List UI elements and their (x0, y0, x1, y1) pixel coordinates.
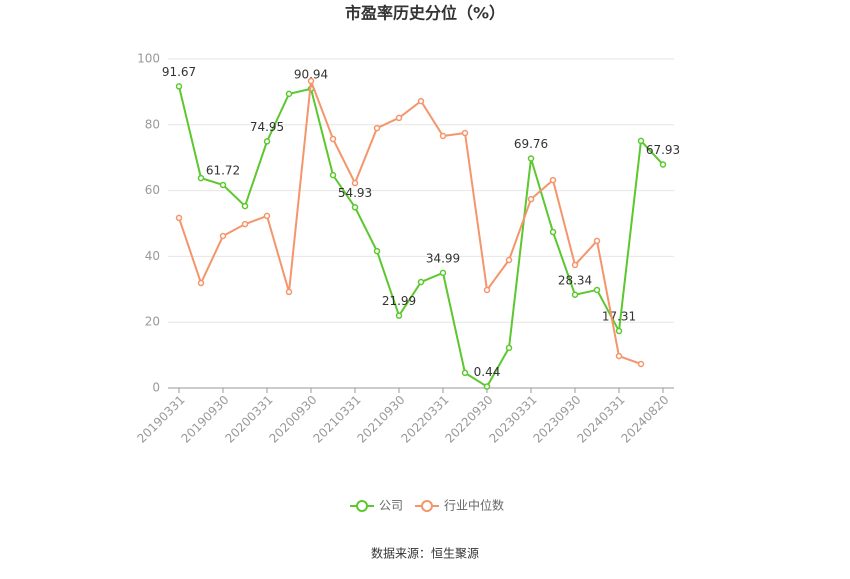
data-point (307, 77, 315, 85)
data-point (637, 360, 645, 368)
data-point (395, 114, 403, 122)
data-point (285, 90, 293, 98)
data-point (615, 352, 623, 360)
data-label: 67.93 (646, 143, 680, 157)
data-point (351, 179, 359, 187)
data-point (219, 232, 227, 240)
data-point (373, 247, 381, 255)
data-point (197, 279, 205, 287)
data-point (417, 97, 425, 105)
data-point (461, 369, 469, 377)
y-tick-label: 100 (137, 52, 160, 66)
data-label: 21.99 (382, 294, 416, 308)
data-point (351, 204, 359, 211)
source-note: 数据来源：恒生聚源 (371, 546, 479, 561)
data-label: 61.72 (206, 163, 240, 177)
x-tick-label: 20240820 (619, 393, 672, 446)
y-tick-label: 0 (152, 381, 160, 395)
data-point (241, 202, 249, 210)
data-point (615, 327, 623, 335)
y-tick-label: 20 (145, 315, 160, 329)
series-line (178, 80, 642, 365)
data-label: 34.99 (426, 251, 460, 265)
data-point (329, 171, 337, 179)
data-point (175, 83, 183, 90)
legend-label: 行业中位数 (444, 498, 504, 513)
data-point (329, 135, 337, 143)
data-point (549, 176, 557, 184)
legend-label: 公司 (379, 499, 403, 513)
data-label: 69.76 (514, 137, 548, 151)
data-label: 17.31 (602, 310, 636, 324)
data-point (505, 256, 513, 264)
data-point (439, 269, 447, 277)
data-point (285, 288, 293, 296)
data-point (527, 195, 535, 203)
data-point (263, 212, 271, 220)
data-label: 28.34 (558, 273, 592, 287)
data-label: 0.44 (474, 365, 501, 379)
data-label: 74.95 (250, 120, 284, 134)
chart-title: 市盈率历史分位（%） (345, 4, 505, 23)
data-point (395, 312, 403, 319)
data-point (505, 344, 513, 352)
legend-marker (421, 500, 433, 512)
data-label: 91.67 (162, 65, 196, 79)
data-point (197, 174, 205, 182)
data-point (593, 237, 601, 245)
data-point (373, 124, 381, 132)
data-point (549, 228, 557, 236)
data-point (219, 181, 227, 189)
data-point (241, 220, 249, 228)
data-point (637, 137, 645, 145)
data-label: 54.93 (338, 186, 372, 200)
data-point (659, 161, 667, 168)
data-point (483, 286, 491, 294)
data-point (593, 286, 601, 294)
data-label: 90.94 (294, 67, 328, 81)
data-point (439, 132, 447, 140)
data-point (417, 278, 425, 286)
data-point (263, 138, 271, 145)
data-point (461, 129, 469, 137)
y-tick-label: 40 (145, 249, 160, 263)
data-point (571, 261, 579, 269)
legend-marker (356, 500, 368, 512)
data-point (571, 291, 579, 299)
data-point (527, 155, 535, 162)
y-tick-label: 80 (145, 117, 160, 131)
data-point (483, 383, 491, 390)
data-point (175, 214, 183, 222)
y-tick-label: 60 (145, 183, 160, 197)
